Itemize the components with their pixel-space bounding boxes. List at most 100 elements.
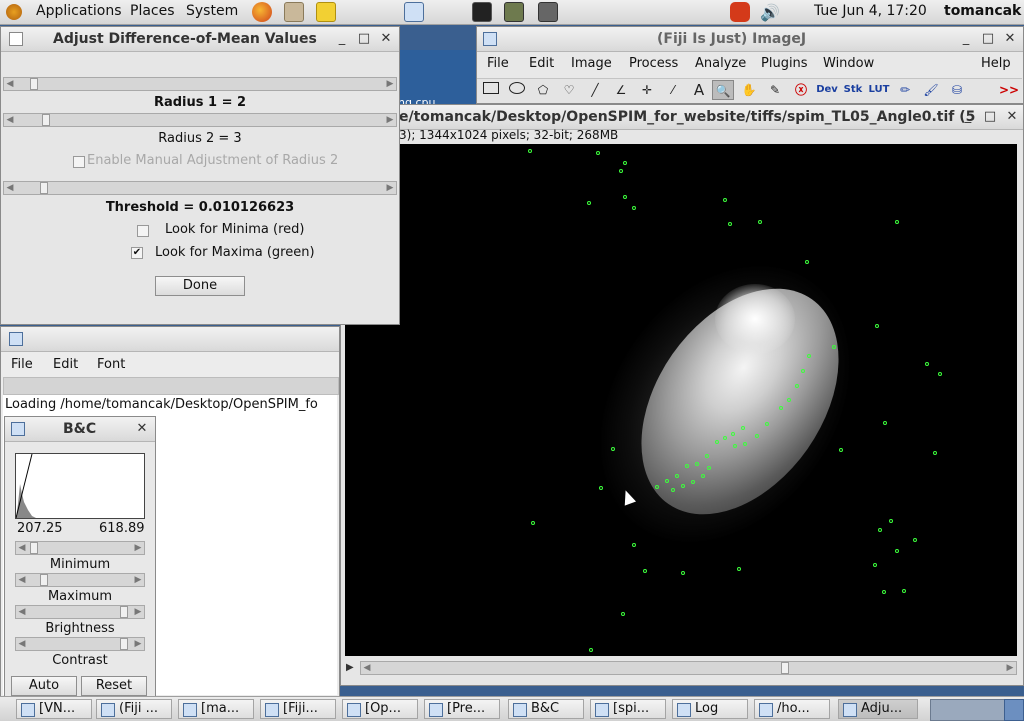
task-spi[interactable]: [spi... bbox=[590, 699, 666, 719]
log-menu-file[interactable]: File bbox=[11, 357, 33, 372]
mail-launcher-icon[interactable] bbox=[284, 2, 304, 22]
radius1-slider[interactable]: ◀ ▶ bbox=[3, 77, 397, 91]
threshold-slider[interactable]: ◀ ▶ bbox=[3, 181, 397, 195]
clock[interactable]: Tue Jun 4, 17:20 bbox=[814, 3, 927, 19]
task-bc[interactable]: B&C bbox=[508, 699, 584, 719]
reset-button[interactable]: Reset bbox=[81, 676, 147, 696]
volume-icon[interactable]: 🔊 bbox=[760, 3, 780, 22]
brush-tool-icon[interactable]: 🖌 bbox=[923, 83, 939, 97]
places-menu[interactable]: Places bbox=[130, 3, 175, 19]
auto-button[interactable]: Auto bbox=[11, 676, 77, 696]
bc-close-button[interactable]: ✕ bbox=[136, 421, 148, 436]
gnome-foot-icon[interactable] bbox=[6, 4, 22, 20]
maxima-marker bbox=[691, 480, 695, 484]
menu-file[interactable]: File bbox=[487, 56, 509, 71]
log-titlebar[interactable] bbox=[1, 327, 339, 352]
oval-tool-icon[interactable] bbox=[506, 80, 528, 100]
image-titlebar[interactable]: e/tomancak/Desktop/OpenSPIM_for_website/… bbox=[341, 105, 1023, 130]
image-close-button[interactable]: ✕ bbox=[1006, 109, 1018, 124]
image-canvas[interactable] bbox=[345, 144, 1017, 656]
log-menu-edit[interactable]: Edit bbox=[53, 357, 79, 372]
freehand-tool-icon[interactable]: ♡ bbox=[563, 83, 575, 97]
maxima-checkbox[interactable]: ✔ bbox=[131, 247, 143, 259]
polygon-tool-icon[interactable]: ⬠ bbox=[537, 83, 549, 97]
fill-tool-icon[interactable]: ⛁ bbox=[951, 83, 963, 97]
image-minimize-button[interactable]: _ bbox=[964, 109, 972, 124]
maxima-marker bbox=[883, 421, 887, 425]
maxima-marker bbox=[889, 519, 893, 523]
task-ho[interactable]: /ho... bbox=[754, 699, 830, 719]
done-button[interactable]: Done bbox=[155, 276, 245, 296]
task-pre[interactable]: [Pre... bbox=[424, 699, 500, 719]
task-adju[interactable]: Adju... bbox=[838, 699, 918, 719]
menu-edit[interactable]: Edit bbox=[529, 56, 555, 71]
pencil-tool-icon[interactable]: ✏ bbox=[899, 83, 911, 97]
image-maximize-button[interactable]: □ bbox=[983, 109, 997, 124]
stk-tool-icon[interactable]: Stk bbox=[843, 84, 863, 95]
image-horizontal-scrollbar[interactable]: ◀ ▶ bbox=[360, 661, 1017, 675]
wand-tool-icon[interactable]: ⁄ bbox=[671, 83, 674, 97]
maxima-marker bbox=[681, 484, 685, 488]
lut-tool-icon[interactable]: LUT bbox=[868, 84, 890, 95]
dropper-tool-icon[interactable]: ✎ bbox=[769, 83, 781, 97]
hand-tool-icon[interactable]: ✋ bbox=[741, 83, 757, 97]
applications-menu[interactable]: Applications bbox=[36, 3, 122, 19]
maxima-marker bbox=[621, 612, 625, 616]
terminal-launcher-icon[interactable] bbox=[472, 2, 492, 22]
user-name[interactable]: tomancak bbox=[944, 3, 1022, 19]
menu-plugins[interactable]: Plugins bbox=[761, 56, 808, 71]
screenshot-launcher-icon[interactable] bbox=[538, 2, 558, 22]
maxima-marker bbox=[779, 406, 783, 410]
task-op[interactable]: [Op... bbox=[342, 699, 418, 719]
task-log[interactable]: Log bbox=[672, 699, 748, 719]
slice-play-icon[interactable]: ▶ bbox=[346, 662, 354, 673]
calculator-launcher-icon[interactable] bbox=[504, 2, 524, 22]
task-vnc[interactable]: [VN... bbox=[16, 699, 92, 719]
maximize-button[interactable]: □ bbox=[981, 31, 995, 46]
zoom-tool-icon[interactable]: 🔍 bbox=[712, 80, 734, 100]
menu-help[interactable]: Help bbox=[981, 56, 1011, 71]
adjust-titlebar[interactable]: Adjust Difference-of-Mean Values _ □ ✕ bbox=[1, 27, 399, 52]
menu-image[interactable]: Image bbox=[571, 56, 612, 71]
x-tool-icon[interactable]: ⓧ bbox=[794, 83, 807, 97]
minima-checkbox[interactable] bbox=[137, 225, 149, 237]
alert-tray-icon[interactable] bbox=[730, 2, 750, 22]
minimum-slider[interactable]: ◀ ▶ bbox=[15, 541, 145, 555]
menu-process[interactable]: Process bbox=[629, 56, 679, 71]
angle-tool-icon[interactable]: ∠ bbox=[615, 83, 627, 97]
menu-analyze[interactable]: Analyze bbox=[695, 56, 747, 71]
brightness-slider[interactable]: ◀ ▶ bbox=[15, 605, 145, 619]
point-tool-icon[interactable]: ✛ bbox=[641, 83, 653, 97]
fiji-launcher-icon[interactable] bbox=[404, 2, 424, 22]
task-fiji[interactable]: (Fiji ... bbox=[96, 699, 172, 719]
firefox-launcher-icon[interactable] bbox=[252, 2, 272, 22]
more-tools-icon[interactable]: >> bbox=[998, 83, 1020, 97]
adjust-dom-dialog: Adjust Difference-of-Mean Values _ □ ✕ ◀… bbox=[0, 26, 400, 325]
adjust-maximize-button[interactable]: □ bbox=[357, 31, 371, 46]
rectangle-tool-icon[interactable] bbox=[480, 80, 502, 100]
notes-launcher-icon[interactable] bbox=[316, 2, 336, 22]
manual-radius2-checkbox[interactable] bbox=[73, 156, 85, 168]
system-menu[interactable]: System bbox=[186, 3, 239, 19]
line-tool-icon[interactable]: ╱ bbox=[591, 83, 599, 97]
close-button[interactable]: ✕ bbox=[1004, 31, 1016, 46]
adjust-close-button[interactable]: ✕ bbox=[380, 31, 392, 46]
task-ma[interactable]: [ma... bbox=[178, 699, 254, 719]
log-menu-font[interactable]: Font bbox=[97, 357, 126, 372]
dev-tool-icon[interactable]: Dev bbox=[816, 84, 838, 95]
maxima-marker bbox=[705, 454, 709, 458]
task-fiji2[interactable]: [Fiji... bbox=[260, 699, 336, 719]
text-tool-icon[interactable]: A bbox=[693, 81, 705, 99]
menu-window[interactable]: Window bbox=[823, 56, 875, 71]
radius2-slider[interactable]: ◀ ▶ bbox=[3, 113, 397, 127]
minimize-button[interactable]: _ bbox=[962, 31, 970, 46]
threshold-label: Threshold = 0.010126623 bbox=[105, 200, 295, 215]
workspace-switcher[interactable] bbox=[930, 699, 1012, 721]
maxima-marker bbox=[528, 149, 532, 153]
imagej-titlebar[interactable]: (Fiji Is Just) ImageJ _ □ ✕ bbox=[477, 27, 1023, 52]
bc-titlebar[interactable]: B&C ✕ bbox=[5, 417, 155, 442]
adjust-minimize-button[interactable]: _ bbox=[338, 31, 346, 46]
contrast-slider[interactable]: ◀ ▶ bbox=[15, 637, 145, 651]
maximum-slider[interactable]: ◀ ▶ bbox=[15, 573, 145, 587]
trash-icon[interactable] bbox=[1004, 699, 1024, 721]
